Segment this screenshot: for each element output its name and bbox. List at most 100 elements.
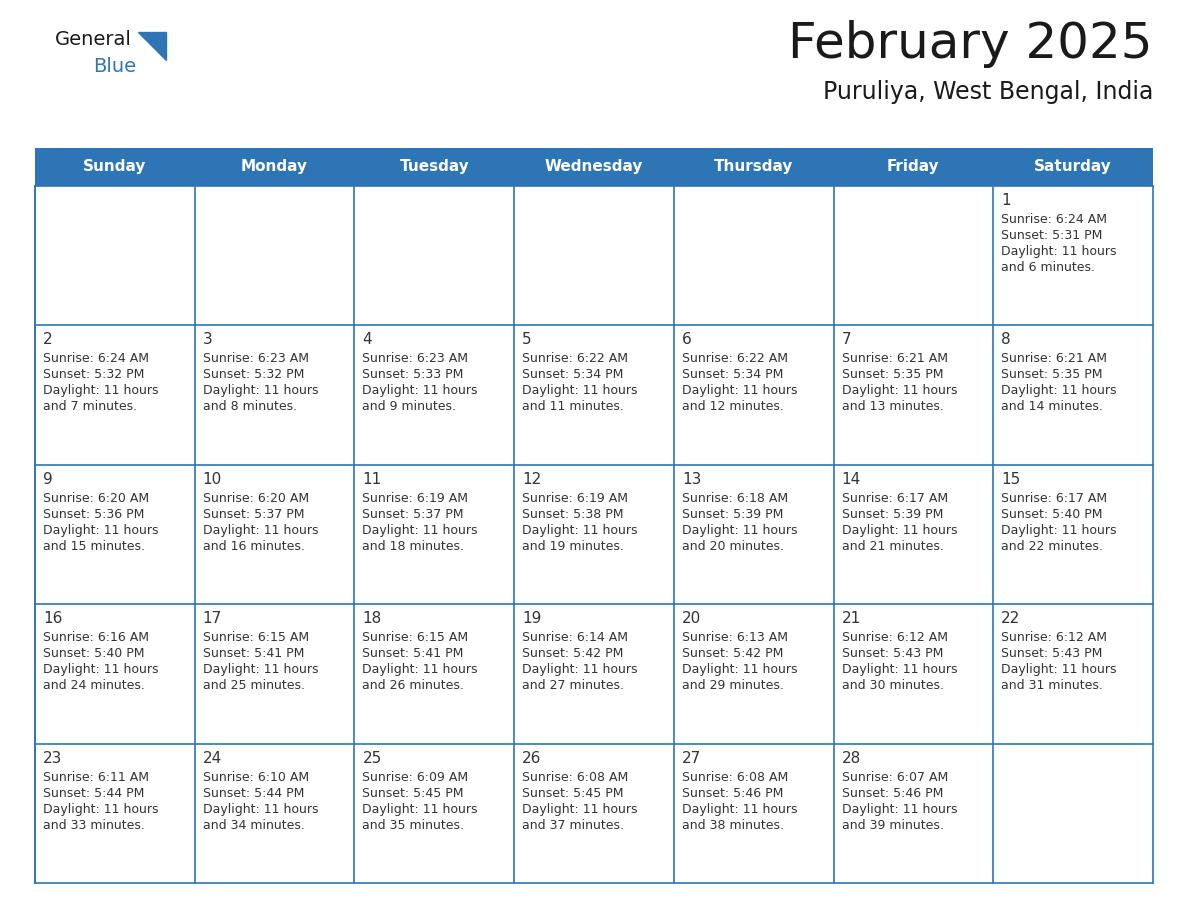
Text: Sunset: 5:38 PM: Sunset: 5:38 PM	[523, 508, 624, 521]
Text: Sunset: 5:42 PM: Sunset: 5:42 PM	[682, 647, 783, 660]
Text: Sunset: 5:34 PM: Sunset: 5:34 PM	[682, 368, 783, 381]
Text: Daylight: 11 hours: Daylight: 11 hours	[523, 802, 638, 815]
Text: and 38 minutes.: and 38 minutes.	[682, 819, 784, 832]
Text: and 33 minutes.: and 33 minutes.	[43, 819, 145, 832]
Text: Sunset: 5:43 PM: Sunset: 5:43 PM	[841, 647, 943, 660]
Text: Sunset: 5:43 PM: Sunset: 5:43 PM	[1001, 647, 1102, 660]
Text: Daylight: 11 hours: Daylight: 11 hours	[841, 524, 958, 537]
Text: and 39 minutes.: and 39 minutes.	[841, 819, 943, 832]
Text: Thursday: Thursday	[714, 160, 794, 174]
Text: Daylight: 11 hours: Daylight: 11 hours	[523, 385, 638, 397]
Text: Sunrise: 6:14 AM: Sunrise: 6:14 AM	[523, 632, 628, 644]
Text: Sunset: 5:35 PM: Sunset: 5:35 PM	[1001, 368, 1102, 381]
Text: Blue: Blue	[93, 57, 137, 76]
Text: and 24 minutes.: and 24 minutes.	[43, 679, 145, 692]
Text: Sunset: 5:42 PM: Sunset: 5:42 PM	[523, 647, 624, 660]
Text: and 31 minutes.: and 31 minutes.	[1001, 679, 1104, 692]
Text: Sunset: 5:41 PM: Sunset: 5:41 PM	[362, 647, 463, 660]
Text: Sunrise: 6:20 AM: Sunrise: 6:20 AM	[43, 492, 150, 505]
Text: 8: 8	[1001, 332, 1011, 347]
Text: 3: 3	[203, 332, 213, 347]
Text: Daylight: 11 hours: Daylight: 11 hours	[682, 802, 797, 815]
Text: Daylight: 11 hours: Daylight: 11 hours	[43, 385, 158, 397]
Text: Saturday: Saturday	[1035, 160, 1112, 174]
Text: Sunrise: 6:13 AM: Sunrise: 6:13 AM	[682, 632, 788, 644]
Text: Sunday: Sunday	[83, 160, 146, 174]
Text: Sunrise: 6:21 AM: Sunrise: 6:21 AM	[841, 353, 948, 365]
Text: Daylight: 11 hours: Daylight: 11 hours	[203, 524, 318, 537]
Text: Sunset: 5:37 PM: Sunset: 5:37 PM	[362, 508, 465, 521]
Text: and 27 minutes.: and 27 minutes.	[523, 679, 624, 692]
Text: Sunrise: 6:23 AM: Sunrise: 6:23 AM	[203, 353, 309, 365]
Polygon shape	[138, 32, 166, 60]
Text: Sunrise: 6:10 AM: Sunrise: 6:10 AM	[203, 770, 309, 784]
Text: 19: 19	[523, 611, 542, 626]
Text: and 34 minutes.: and 34 minutes.	[203, 819, 304, 832]
Text: Daylight: 11 hours: Daylight: 11 hours	[682, 663, 797, 677]
Text: Sunrise: 6:23 AM: Sunrise: 6:23 AM	[362, 353, 468, 365]
Text: Sunrise: 6:19 AM: Sunrise: 6:19 AM	[362, 492, 468, 505]
Text: Puruliya, West Bengal, India: Puruliya, West Bengal, India	[822, 80, 1154, 104]
Text: Daylight: 11 hours: Daylight: 11 hours	[203, 385, 318, 397]
Text: Daylight: 11 hours: Daylight: 11 hours	[682, 385, 797, 397]
Text: and 6 minutes.: and 6 minutes.	[1001, 261, 1095, 274]
Text: 10: 10	[203, 472, 222, 487]
Text: 21: 21	[841, 611, 861, 626]
Text: Wednesday: Wednesday	[545, 160, 643, 174]
Text: and 7 minutes.: and 7 minutes.	[43, 400, 137, 413]
Text: Daylight: 11 hours: Daylight: 11 hours	[362, 663, 478, 677]
Text: and 26 minutes.: and 26 minutes.	[362, 679, 465, 692]
Text: 25: 25	[362, 751, 381, 766]
Text: Sunrise: 6:08 AM: Sunrise: 6:08 AM	[523, 770, 628, 784]
Text: 16: 16	[43, 611, 63, 626]
Text: and 35 minutes.: and 35 minutes.	[362, 819, 465, 832]
Text: Sunset: 5:45 PM: Sunset: 5:45 PM	[362, 787, 465, 800]
Text: Daylight: 11 hours: Daylight: 11 hours	[362, 524, 478, 537]
Text: Daylight: 11 hours: Daylight: 11 hours	[43, 524, 158, 537]
Text: Sunrise: 6:15 AM: Sunrise: 6:15 AM	[203, 632, 309, 644]
Text: Monday: Monday	[241, 160, 308, 174]
Text: and 13 minutes.: and 13 minutes.	[841, 400, 943, 413]
Text: Sunrise: 6:20 AM: Sunrise: 6:20 AM	[203, 492, 309, 505]
Text: General: General	[55, 30, 132, 49]
Text: Sunrise: 6:18 AM: Sunrise: 6:18 AM	[682, 492, 788, 505]
Text: Sunset: 5:46 PM: Sunset: 5:46 PM	[682, 787, 783, 800]
Text: Sunset: 5:34 PM: Sunset: 5:34 PM	[523, 368, 624, 381]
Text: and 18 minutes.: and 18 minutes.	[362, 540, 465, 553]
Text: Daylight: 11 hours: Daylight: 11 hours	[523, 663, 638, 677]
Text: and 22 minutes.: and 22 minutes.	[1001, 540, 1104, 553]
Text: Sunrise: 6:07 AM: Sunrise: 6:07 AM	[841, 770, 948, 784]
Text: Friday: Friday	[887, 160, 940, 174]
Text: 7: 7	[841, 332, 851, 347]
Text: and 29 minutes.: and 29 minutes.	[682, 679, 784, 692]
Text: 1: 1	[1001, 193, 1011, 208]
Text: 9: 9	[43, 472, 52, 487]
Text: Sunrise: 6:12 AM: Sunrise: 6:12 AM	[1001, 632, 1107, 644]
Text: and 16 minutes.: and 16 minutes.	[203, 540, 304, 553]
Text: Sunset: 5:46 PM: Sunset: 5:46 PM	[841, 787, 943, 800]
Text: 22: 22	[1001, 611, 1020, 626]
Text: Sunrise: 6:17 AM: Sunrise: 6:17 AM	[841, 492, 948, 505]
Text: and 25 minutes.: and 25 minutes.	[203, 679, 304, 692]
Text: and 9 minutes.: and 9 minutes.	[362, 400, 456, 413]
Text: Sunrise: 6:09 AM: Sunrise: 6:09 AM	[362, 770, 468, 784]
Text: 6: 6	[682, 332, 691, 347]
Text: 17: 17	[203, 611, 222, 626]
Text: 28: 28	[841, 751, 861, 766]
Text: Daylight: 11 hours: Daylight: 11 hours	[1001, 524, 1117, 537]
Text: Sunset: 5:39 PM: Sunset: 5:39 PM	[841, 508, 943, 521]
Text: Sunrise: 6:11 AM: Sunrise: 6:11 AM	[43, 770, 148, 784]
Text: 24: 24	[203, 751, 222, 766]
Text: Daylight: 11 hours: Daylight: 11 hours	[43, 663, 158, 677]
Text: Sunset: 5:44 PM: Sunset: 5:44 PM	[203, 787, 304, 800]
Text: Sunrise: 6:12 AM: Sunrise: 6:12 AM	[841, 632, 948, 644]
Text: Sunset: 5:40 PM: Sunset: 5:40 PM	[1001, 508, 1102, 521]
Text: 12: 12	[523, 472, 542, 487]
Text: 4: 4	[362, 332, 372, 347]
Text: Sunset: 5:40 PM: Sunset: 5:40 PM	[43, 647, 145, 660]
Text: Sunrise: 6:17 AM: Sunrise: 6:17 AM	[1001, 492, 1107, 505]
Text: 2: 2	[43, 332, 52, 347]
Text: Sunrise: 6:19 AM: Sunrise: 6:19 AM	[523, 492, 628, 505]
Text: 27: 27	[682, 751, 701, 766]
Text: Daylight: 11 hours: Daylight: 11 hours	[362, 802, 478, 815]
